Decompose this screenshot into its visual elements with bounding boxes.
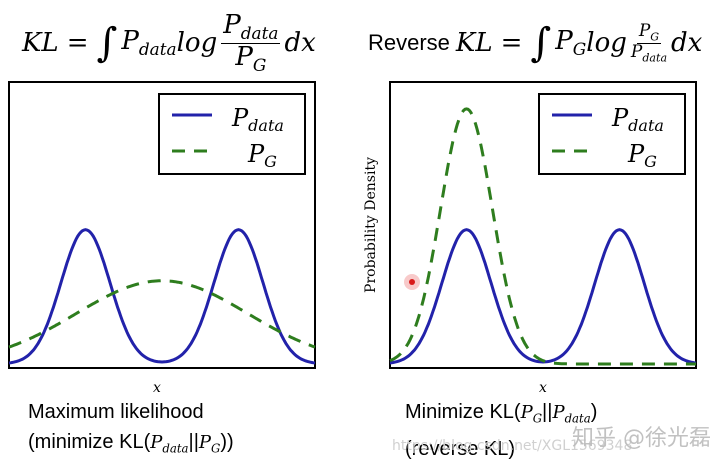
left-legend-label-p-data: Pdata <box>231 104 284 135</box>
left-plot-frame <box>8 81 316 369</box>
kl-formula: KL = ∫ Pdata log Pdata PG dx <box>22 11 316 74</box>
left-chart: Pdata PG x <box>8 81 316 396</box>
formula-log: log <box>176 28 218 58</box>
right-y-axis-label: Probability Density <box>363 157 379 293</box>
watermark-zhihu: 知乎 @徐光磊 <box>572 426 711 451</box>
left-legend <box>158 93 306 175</box>
right-series-p-g <box>389 107 696 366</box>
formula-prefix: Reverse <box>368 30 450 55</box>
left-caption-line2: (minimize KL(Pdata||PG)) <box>28 431 234 456</box>
right-series-p-data <box>389 228 697 365</box>
formula-p: PG <box>555 26 587 60</box>
reverse-kl-formula: Reverse KL = ∫ PG log PG Pdata dx <box>368 16 702 70</box>
watermark-url: https://blog.csdn.net/XGL1569348 <box>392 438 633 454</box>
formula-lhs: KL <box>455 28 493 58</box>
left-x-axis-label: x <box>153 380 161 396</box>
left-legend-label-p-g: PG <box>247 140 277 171</box>
formula-lhs: KL <box>22 28 59 58</box>
formula-equals: = <box>66 28 89 58</box>
right-caption: Minimize KL(PG||Pdata) (reverse KL) <box>405 397 597 464</box>
formula-p: Pdata <box>121 26 177 60</box>
left-series-p-data <box>8 228 316 365</box>
left-caption: Maximum likelihood (minimize KL(Pdata||P… <box>28 397 234 464</box>
right-x-axis-label: x <box>539 380 547 396</box>
formula-fraction: PG Pdata <box>630 20 668 64</box>
right-caption-line1: Minimize KL(PG||Pdata) <box>405 401 598 426</box>
formula-equals: = <box>500 28 523 58</box>
cursor-dot <box>409 279 415 285</box>
left-caption-line1: Maximum likelihood <box>28 401 204 423</box>
right-plot-frame <box>389 81 697 369</box>
right-legend-label-p-g: PG <box>627 140 657 171</box>
formula-fraction: Pdata PG <box>221 9 281 75</box>
formula-log: log <box>586 28 627 58</box>
integral-sign: ∫ <box>530 20 552 66</box>
right-caption-line2: (reverse KL) <box>405 437 516 460</box>
right-chart: Pdata PG x Probability Density <box>363 81 697 396</box>
left-series-p-g <box>8 279 316 349</box>
integral-sign: ∫ <box>96 20 118 66</box>
right-legend <box>538 93 686 175</box>
right-legend-label-p-data: Pdata <box>611 104 664 135</box>
formula-dx: dx <box>671 28 703 58</box>
formula-dx: dx <box>284 28 316 58</box>
